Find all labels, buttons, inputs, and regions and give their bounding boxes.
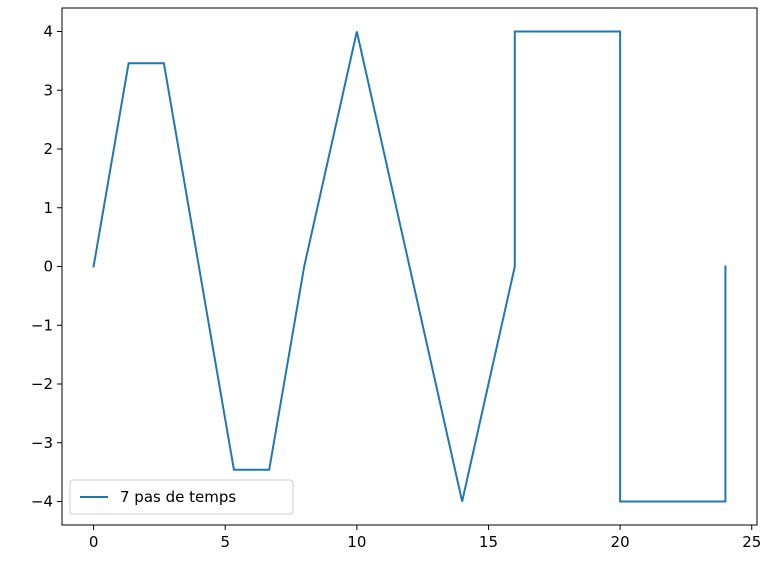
x-tick-label: 5 <box>220 533 230 551</box>
x-tick-label: 10 <box>347 533 366 551</box>
y-tick-label: −1 <box>31 316 53 334</box>
y-tick-label: −2 <box>31 375 53 393</box>
y-tick-label: −4 <box>31 493 53 511</box>
x-tick-label: 0 <box>89 533 99 551</box>
legend: 7 pas de temps <box>69 479 294 515</box>
y-tick-label: 3 <box>43 81 53 99</box>
series-line <box>92 30 727 503</box>
y-tick-label: 4 <box>43 23 53 41</box>
y-tick-label: 2 <box>43 140 53 158</box>
x-tick-label: 25 <box>742 533 761 551</box>
y-tick-label: 1 <box>43 199 53 217</box>
x-tick-label: 20 <box>611 533 630 551</box>
axes: 0 5 10 15 20 25 −4 −3 −2 −1 0 1 2 3 4 <box>31 7 761 551</box>
series-layer <box>92 30 727 503</box>
y-tick-label: 0 <box>43 258 53 276</box>
legend-label: 7 pas de temps <box>120 488 236 506</box>
x-tick-label: 15 <box>479 533 498 551</box>
y-tick-label: −3 <box>31 434 53 452</box>
legend-box <box>69 479 294 515</box>
